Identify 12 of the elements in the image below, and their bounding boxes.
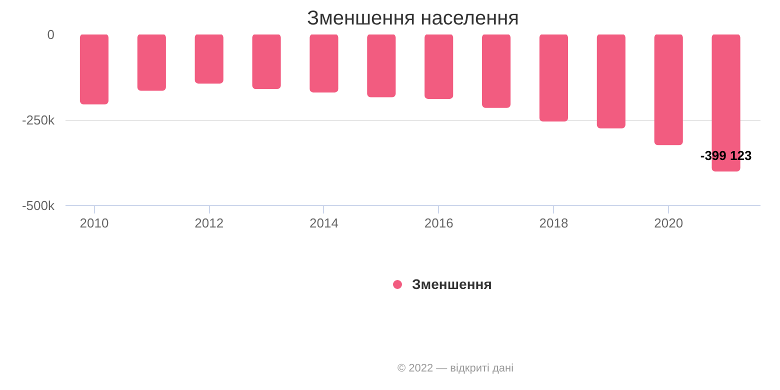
chart-title: Зменшення населення (307, 8, 519, 30)
y-tick-label: -250k (22, 112, 55, 128)
y-tick-label: -500k (22, 198, 55, 213)
x-tick-label: 2010 (80, 216, 109, 230)
legend-label: Зменшення (412, 276, 492, 292)
x-tick-label: 2016 (424, 216, 454, 230)
x-tick-label: 2020 (654, 216, 684, 230)
x-tick-label: 2014 (310, 216, 338, 230)
y-tick-label: 0 (47, 27, 55, 42)
x-tick-label: 2012 (194, 216, 224, 230)
text: © 2022 — відкриті дані (397, 362, 514, 374)
x-tick-label: 2018 (539, 216, 568, 230)
